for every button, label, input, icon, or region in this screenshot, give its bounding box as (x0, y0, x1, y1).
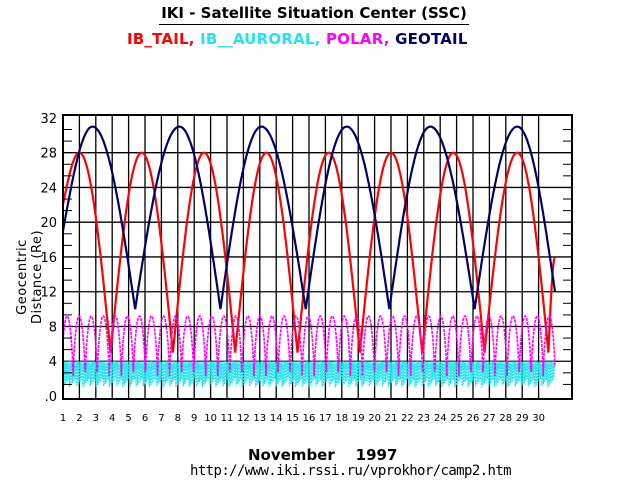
x-tick-label: 12 (237, 413, 250, 424)
y-tick-label: 20 (40, 216, 57, 231)
x-tick-label: 11 (221, 413, 234, 424)
series-ib-auroral-band (63, 361, 555, 370)
x-tick-label: 26 (467, 413, 480, 424)
series-group (61, 125, 557, 388)
x-tick-label: 28 (499, 413, 512, 424)
legend-polar: POLAR, (325, 30, 390, 48)
x-tick-label: 20 (368, 413, 381, 424)
y-tick-label: 12 (40, 286, 57, 301)
x-tick-label: 13 (253, 413, 266, 424)
x-tick-label: 17 (319, 413, 332, 424)
x-tick-label: 27 (483, 413, 496, 424)
x-tick-label: 10 (204, 413, 217, 424)
legend-ib-tail: IB_TAIL, (127, 30, 195, 48)
year-label: 1997 (355, 446, 398, 464)
series-polar (62, 315, 556, 377)
plot-frame (62, 114, 573, 400)
y-tick-label: 16 (40, 251, 57, 266)
x-tick-label: 4 (109, 413, 115, 424)
x-tick-label: 24 (434, 413, 447, 424)
source-url: http://www.iki.rssi.ru/vprokhor/camp2.ht… (190, 463, 512, 479)
x-tick-label: 19 (352, 413, 365, 424)
y-tick-labels: .0 4 8 12 16 20 24 28 32 (40, 112, 57, 405)
month-label: November (248, 446, 335, 464)
x-tick-label: 21 (385, 413, 398, 424)
series-ib-tail (61, 151, 556, 353)
x-tick-label: 6 (142, 413, 148, 424)
x-tick-label: 18 (335, 413, 348, 424)
y-tick-label: 32 (40, 112, 57, 127)
x-tick-label: 5 (125, 413, 131, 424)
x-tick-label: 16 (303, 413, 316, 424)
x-tick-label: 14 (270, 413, 283, 424)
series-ib-auroral (62, 361, 556, 388)
x-tick-label: 22 (401, 413, 414, 424)
x-tick-label: 3 (93, 413, 99, 424)
y-tick-label: 8 (49, 320, 57, 335)
x-tick-labels: 1 2 3 4 5 6 7 8 9 10 11 12 13 14 15 16 17 18 19 20 21 22 23 24 2… (60, 413, 545, 424)
x-tick-label: 7 (158, 413, 164, 424)
x-tick-label: 25 (450, 413, 463, 424)
chart-title: IKI - Satellite Situation Center (SSC) (0, 4, 636, 25)
x-tick-label: 8 (175, 413, 181, 424)
x-tick-label: 30 (532, 413, 545, 424)
x-tick-label: 15 (286, 413, 299, 424)
series-geotail (61, 125, 557, 310)
x-tick-label: 1 (60, 413, 66, 424)
y-tick-label: .0 (45, 390, 57, 405)
x-tick-label: 29 (516, 413, 529, 424)
x-tick-label: 2 (76, 413, 82, 424)
chart-title-text: IKI - Satellite Situation Center (SSC) (159, 4, 469, 25)
y-tick-label: 28 (40, 147, 57, 162)
legend-geotail: GEOTAIL (395, 30, 468, 48)
legend: IB_TAIL, IB__AURORAL, POLAR, GEOTAIL (127, 30, 468, 48)
y-tick-label: 4 (49, 355, 57, 370)
x-tick-label: 23 (417, 413, 430, 424)
legend-ib-auroral: IB__AURORAL, (200, 30, 321, 48)
x-tick-label: 9 (191, 413, 197, 424)
axes (62, 114, 573, 400)
x-axis-label: November 1997 (248, 446, 397, 464)
y-tick-label: 24 (40, 181, 57, 196)
